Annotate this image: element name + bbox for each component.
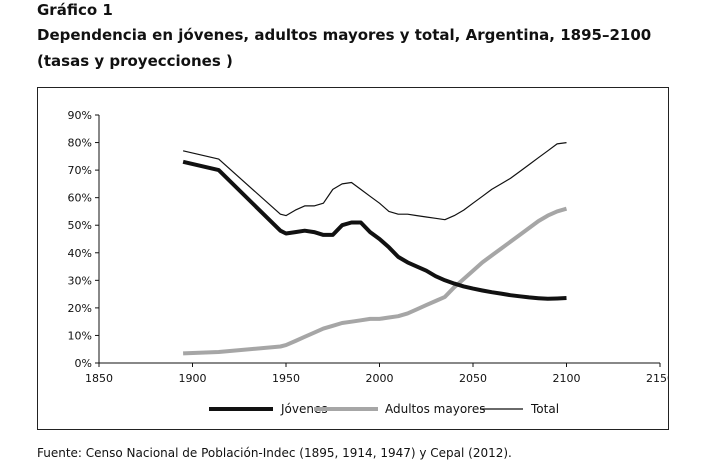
chart-frame: 0% 10% 20% 30% 40% 50% 60% 70% 80% 90% 1850 1900 195… (37, 87, 669, 430)
x-tick-label: 2050 (459, 372, 487, 385)
chart-title: Dependencia en jóvenes, adultos mayores … (37, 26, 652, 44)
y-tick-label: 70% (68, 164, 92, 177)
chart-axes: 0% 10% 20% 30% 40% 50% 60% 70% 80% 90% 1850 1900 195… (68, 109, 668, 385)
series-line-jovenes (182, 159, 567, 301)
legend-label-total: Total (530, 402, 559, 416)
chart-label: Gráfico 1 (37, 1, 113, 19)
legend-label-jovenes: Jóvenes (280, 402, 328, 416)
line-chart: 0% 10% 20% 30% 40% 50% 60% 70% 80% 90% 1850 1900 195… (68, 109, 668, 416)
x-tick-label: 2000 (366, 372, 394, 385)
y-tick-label: 30% (68, 274, 92, 287)
x-tick-label: 1900 (179, 372, 207, 385)
x-tick-label: 2100 (553, 372, 581, 385)
series-line-adultos-mayores (183, 206, 568, 356)
y-tick-label: 20% (68, 302, 92, 315)
source-note: Fuente: Censo Nacional de Población-Inde… (37, 446, 512, 460)
y-tick-label: 40% (68, 247, 92, 260)
chart-series (182, 142, 568, 356)
y-tick-label: 50% (68, 219, 92, 232)
x-tick-label: 2150 (646, 372, 668, 385)
y-tick-label: 0% (75, 357, 92, 370)
x-tick-label: 1950 (272, 372, 300, 385)
chart-legend: Jóvenes Adultos mayores Total (209, 402, 559, 416)
y-tick-label: 80% (68, 137, 92, 150)
legend-label-adultos-mayores: Adultos mayores (385, 402, 485, 416)
series-line-total (182, 142, 567, 221)
y-tick-label: 60% (68, 192, 92, 205)
y-tick-label: 10% (68, 329, 92, 342)
chart-subtitle: (tasas y proyecciones ) (37, 52, 233, 70)
x-tick-label: 1850 (85, 372, 113, 385)
y-tick-label: 90% (68, 109, 92, 122)
